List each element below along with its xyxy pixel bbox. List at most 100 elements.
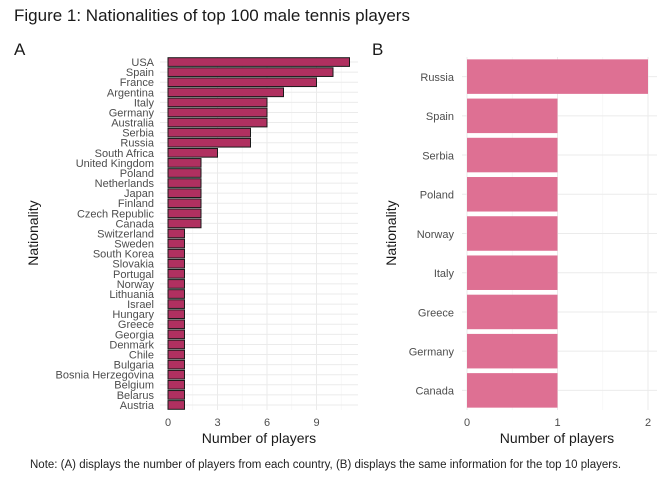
panel-b-category-label: Russia [420, 72, 455, 84]
panel-a-bar [167, 289, 185, 299]
panel-b-category-label: Spain [426, 111, 454, 123]
panel-a-bar [167, 400, 185, 410]
panel-a-category-label: United Kingdom [76, 158, 154, 170]
panel-a-category-label: Georgia [115, 329, 155, 341]
panel-b-category-label: Greece [418, 307, 454, 319]
figure-note: Note: (A) displays the number of players… [30, 459, 622, 471]
panel-a-bar [167, 57, 350, 67]
panel-a-category-label: Russia [120, 138, 155, 150]
panel-a-bar [167, 168, 202, 178]
panel-b-x-tick-label: 2 [645, 417, 651, 429]
panel-a-category-label: Portugal [113, 269, 154, 281]
panel-b-category-label: Canada [415, 386, 454, 398]
panel-b-bar [467, 137, 558, 173]
panel-a-bar [167, 198, 202, 209]
panel-b-category-label: Germany [409, 346, 455, 358]
panel-a-bar [167, 188, 202, 198]
panel-a-bar [167, 359, 185, 370]
panel-b-bar [467, 216, 558, 251]
panel-b-x-tick-label: 0 [464, 417, 470, 429]
panel-a-bar [167, 238, 185, 249]
panel-a-category-label: South Korea [93, 249, 155, 261]
panel-b-y-axis-title: Nationality [383, 200, 399, 265]
panel-a-category-label: Israel [127, 299, 154, 311]
panel-a-category-label: Belarus [117, 390, 155, 402]
panel-a-bar [167, 299, 185, 309]
panel-a-category-label: Austria [120, 400, 155, 412]
panel-b-bar [467, 333, 558, 369]
panel-a-label: A [14, 40, 26, 59]
panel-a-bar [167, 258, 185, 269]
panel-a-bar [167, 67, 334, 77]
panel-b-label: B [372, 40, 384, 59]
panel-a-bar [167, 107, 268, 118]
panel-b-category-label: Norway [417, 229, 455, 241]
panel-b-category-label: Italy [434, 268, 455, 280]
panel-a-category-label: Czech Republic [77, 208, 155, 220]
panel-a-bar [167, 178, 202, 188]
panel-a-bar [167, 248, 185, 259]
panel-a-category-label: Netherlands [95, 178, 155, 190]
panel-a-category-label: Switzerland [97, 228, 154, 240]
panel-a-category-label: Finland [118, 198, 154, 210]
panel-a-bar [167, 339, 185, 350]
panel-a-bar [167, 309, 185, 320]
panel-a-bar [167, 279, 185, 289]
panel-a-category-label: Argentina [107, 87, 155, 99]
panel-a-category-label: Greece [118, 319, 154, 331]
panel-a-category-label: France [120, 77, 154, 89]
panel-a-category-label: South Africa [95, 148, 155, 160]
panel-a-category-label: Belgium [114, 380, 154, 392]
panel-a-x-tick-label: 3 [214, 417, 220, 429]
panel-a-category-label: USA [131, 57, 154, 69]
panel-b-bar [467, 294, 558, 330]
panel-b-bar [467, 59, 648, 94]
figure-title: Figure 1: Nationalities of top 100 male … [14, 6, 410, 25]
panel-a-category-label: Germany [109, 107, 155, 119]
panel-a-category-label: Australia [111, 118, 155, 130]
panel-a-category-label: Spain [126, 67, 154, 79]
panel-a-x-tick-label: 6 [264, 417, 270, 429]
panel-a-bar [167, 137, 251, 148]
panel-a-bar [167, 158, 202, 168]
panel-a-bar [167, 97, 268, 108]
panel-b-x-tick-label: 1 [554, 417, 560, 429]
panel-a-bar [167, 269, 185, 279]
panel-a-bar [167, 390, 185, 400]
panel-b-bar [467, 373, 558, 408]
panel-a-category-label: Canada [115, 218, 154, 230]
panel-b-category-label: Poland [420, 190, 454, 202]
panel-b-x-axis-title: Number of players [500, 430, 614, 446]
panel-a-bar [167, 87, 284, 98]
panel-a-category-label: Hungary [112, 309, 154, 321]
panel-a-category-label: Chile [129, 349, 154, 361]
panel-a-y-axis-title: Nationality [25, 200, 41, 265]
panel-a-category-label: Poland [120, 168, 154, 180]
panel-b-bar [467, 255, 558, 290]
panel-a-bar [167, 127, 251, 138]
panel-a-category-label: Serbia [122, 128, 155, 140]
panel-a-bar [167, 147, 218, 158]
panel-a-category-label: Norway [117, 279, 155, 291]
panel-a-bar [167, 369, 185, 380]
panel-a-bar [167, 208, 202, 219]
panel-a-category-label: Bulgaria [114, 360, 155, 372]
panel-b-bar [467, 98, 558, 134]
panel-a-category-label: Denmark [109, 339, 154, 351]
panel-b-category-label: Serbia [422, 150, 455, 162]
panel-a-bar [167, 329, 185, 340]
panel-a-bar [167, 379, 185, 390]
panel-a-category-label: Slovakia [112, 259, 154, 271]
panel-a-bar [167, 319, 185, 330]
panel-a-category-label: Bosnia Herzegovina [56, 370, 155, 382]
panel-a-bar [167, 228, 185, 239]
panel-a-bar [167, 117, 268, 128]
panel-a-category-label: Sweden [114, 239, 154, 251]
panel-a-bar [167, 349, 185, 360]
panel-b-bar [467, 177, 558, 212]
panel-a-category-label: Lithuania [109, 289, 155, 301]
panel-a-x-axis-title: Number of players [202, 430, 316, 446]
panel-a-bar [167, 218, 202, 229]
panel-a-x-tick-label: 9 [313, 417, 319, 429]
